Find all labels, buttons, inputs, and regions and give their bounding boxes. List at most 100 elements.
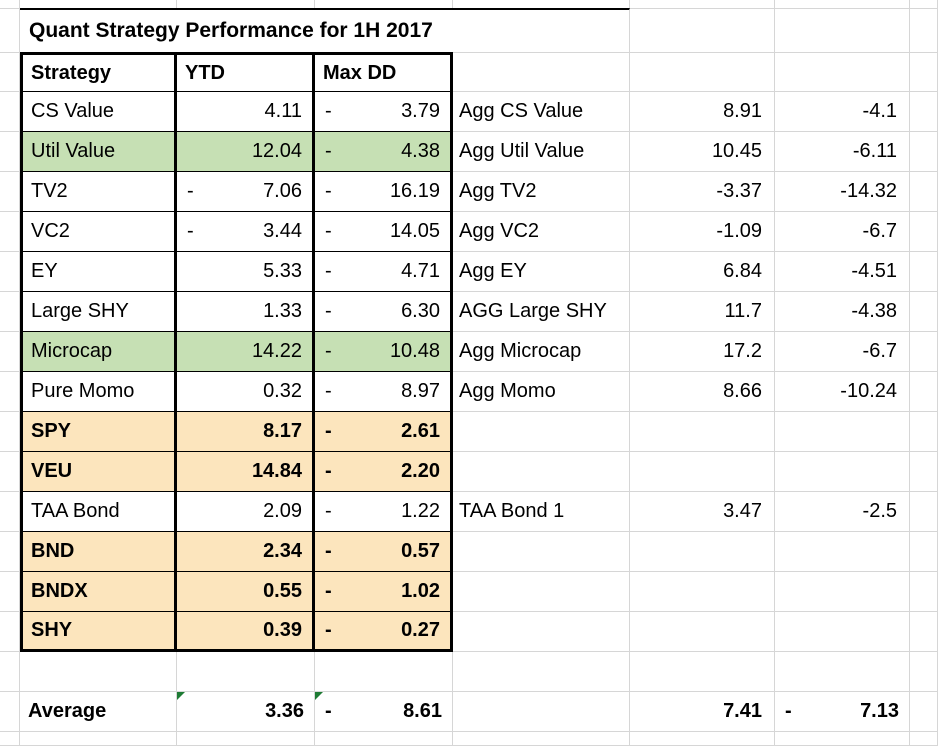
- agg-ytd-cell[interactable]: -1.09: [630, 212, 775, 252]
- max-dd-cell[interactable]: - 10.48: [315, 332, 453, 372]
- strategy-cell[interactable]: TV2: [20, 172, 177, 212]
- ytd-cell[interactable]: 14.84: [177, 452, 315, 492]
- agg-dd-cell[interactable]: -6.11: [775, 132, 910, 172]
- agg-ytd-cell[interactable]: 6.84: [630, 252, 775, 292]
- agg-label-cell[interactable]: Agg Util Value: [453, 132, 630, 172]
- empty-cell: [630, 8, 775, 52]
- header-strategy[interactable]: Strategy: [20, 52, 177, 92]
- header-ytd[interactable]: YTD: [177, 52, 315, 92]
- minus-sign: -: [325, 380, 332, 402]
- agg-label-cell[interactable]: [453, 612, 630, 652]
- strategy-cell[interactable]: EY: [20, 252, 177, 292]
- agg-label-cell[interactable]: Agg CS Value: [453, 92, 630, 132]
- ytd-cell[interactable]: 12.04: [177, 132, 315, 172]
- agg-dd-cell[interactable]: [775, 412, 910, 452]
- agg-label-cell[interactable]: TAA Bond 1: [453, 492, 630, 532]
- ytd-cell[interactable]: 8.17: [177, 412, 315, 452]
- average-label-cell[interactable]: Average: [20, 692, 177, 732]
- average-max-dd-cell[interactable]: - 8.61: [315, 692, 453, 732]
- max-dd-cell[interactable]: - 1.02: [315, 572, 453, 612]
- agg-dd-cell[interactable]: -4.38: [775, 292, 910, 332]
- strategy-cell[interactable]: BNDX: [20, 572, 177, 612]
- ytd-cell[interactable]: 2.34: [177, 532, 315, 572]
- agg-label-cell[interactable]: Agg TV2: [453, 172, 630, 212]
- strategy-cell[interactable]: VC2: [20, 212, 177, 252]
- average-agg-ytd-cell[interactable]: 7.41: [630, 692, 775, 732]
- agg-dd-cell[interactable]: [775, 612, 910, 652]
- ytd-cell[interactable]: 1.33: [177, 292, 315, 332]
- strategy-cell[interactable]: Large SHY: [20, 292, 177, 332]
- agg-ytd-cell[interactable]: [630, 412, 775, 452]
- strategy-cell[interactable]: SPY: [20, 412, 177, 452]
- average-agg-dd-cell[interactable]: - 7.13: [775, 692, 910, 732]
- agg-ytd-cell[interactable]: -3.37: [630, 172, 775, 212]
- ytd-cell[interactable]: 0.32: [177, 372, 315, 412]
- agg-dd-cell[interactable]: [775, 572, 910, 612]
- agg-dd-cell[interactable]: [775, 452, 910, 492]
- max-dd-cell[interactable]: - 2.61: [315, 412, 453, 452]
- agg-label-cell[interactable]: Agg Microcap: [453, 332, 630, 372]
- max-dd-cell[interactable]: - 0.57: [315, 532, 453, 572]
- agg-dd-cell[interactable]: -2.5: [775, 492, 910, 532]
- agg-dd-cell[interactable]: -6.7: [775, 332, 910, 372]
- table-row: Util Value 12.04 - 4.38 Agg Util Value 1…: [0, 132, 938, 172]
- strategy-cell[interactable]: VEU: [20, 452, 177, 492]
- max-dd-cell[interactable]: - 1.22: [315, 492, 453, 532]
- agg-ytd-cell[interactable]: [630, 532, 775, 572]
- agg-label: Agg Momo: [459, 380, 556, 402]
- max-dd-cell[interactable]: - 3.79: [315, 92, 453, 132]
- agg-label-cell[interactable]: [453, 412, 630, 452]
- ytd-cell[interactable]: - 7.06: [177, 172, 315, 212]
- agg-ytd-cell[interactable]: [630, 452, 775, 492]
- ytd-cell[interactable]: 0.39: [177, 612, 315, 652]
- agg-dd-cell[interactable]: -4.1: [775, 92, 910, 132]
- agg-label-cell[interactable]: [453, 532, 630, 572]
- average-ytd-cell[interactable]: 3.36: [177, 692, 315, 732]
- strategy-cell[interactable]: Microcap: [20, 332, 177, 372]
- max-dd-cell[interactable]: - 0.27: [315, 612, 453, 652]
- agg-ytd-cell[interactable]: 3.47: [630, 492, 775, 532]
- max-dd-cell[interactable]: - 6.30: [315, 292, 453, 332]
- ytd-cell[interactable]: - 3.44: [177, 212, 315, 252]
- agg-dd-cell[interactable]: -6.7: [775, 212, 910, 252]
- ytd-cell[interactable]: 5.33: [177, 252, 315, 292]
- strategy-cell[interactable]: CS Value: [20, 92, 177, 132]
- agg-label-cell[interactable]: Agg VC2: [453, 212, 630, 252]
- header-ytd-label: YTD: [185, 61, 225, 84]
- max-dd-cell[interactable]: - 4.71: [315, 252, 453, 292]
- agg-label-cell[interactable]: Agg EY: [453, 252, 630, 292]
- strategy-cell[interactable]: BND: [20, 532, 177, 572]
- agg-dd-cell[interactable]: [775, 532, 910, 572]
- minus-sign: -: [187, 220, 194, 242]
- strategy-cell[interactable]: Pure Momo: [20, 372, 177, 412]
- ytd-cell[interactable]: 2.09: [177, 492, 315, 532]
- agg-ytd-cell[interactable]: 8.91: [630, 92, 775, 132]
- agg-ytd-cell[interactable]: 17.2: [630, 332, 775, 372]
- agg-label-cell[interactable]: [453, 452, 630, 492]
- ytd-cell[interactable]: 14.22: [177, 332, 315, 372]
- max-dd-cell[interactable]: - 16.19: [315, 172, 453, 212]
- max-dd-cell[interactable]: - 14.05: [315, 212, 453, 252]
- agg-ytd-cell[interactable]: 8.66: [630, 372, 775, 412]
- agg-dd-cell[interactable]: -4.51: [775, 252, 910, 292]
- agg-ytd-cell[interactable]: 10.45: [630, 132, 775, 172]
- agg-label-cell[interactable]: [453, 572, 630, 612]
- max-dd-cell[interactable]: - 8.97: [315, 372, 453, 412]
- strategy-cell[interactable]: TAA Bond: [20, 492, 177, 532]
- agg-label-cell[interactable]: AGG Large SHY: [453, 292, 630, 332]
- agg-label-cell[interactable]: Agg Momo: [453, 372, 630, 412]
- agg-dd-cell[interactable]: -14.32: [775, 172, 910, 212]
- agg-dd-cell[interactable]: -10.24: [775, 372, 910, 412]
- strategy-cell[interactable]: SHY: [20, 612, 177, 652]
- agg-ytd-cell[interactable]: [630, 612, 775, 652]
- header-max-dd[interactable]: Max DD: [315, 52, 453, 92]
- empty-cell: [20, 0, 177, 8]
- agg-ytd-cell[interactable]: [630, 572, 775, 612]
- ytd-cell[interactable]: 4.11: [177, 92, 315, 132]
- strategy-cell[interactable]: Util Value: [20, 132, 177, 172]
- ytd-cell[interactable]: 0.55: [177, 572, 315, 612]
- agg-ytd-cell[interactable]: 11.7: [630, 292, 775, 332]
- max-dd-cell[interactable]: - 2.20: [315, 452, 453, 492]
- max-dd-cell[interactable]: - 4.38: [315, 132, 453, 172]
- sheet-title[interactable]: Quant Strategy Performance for 1H 2017: [20, 8, 630, 52]
